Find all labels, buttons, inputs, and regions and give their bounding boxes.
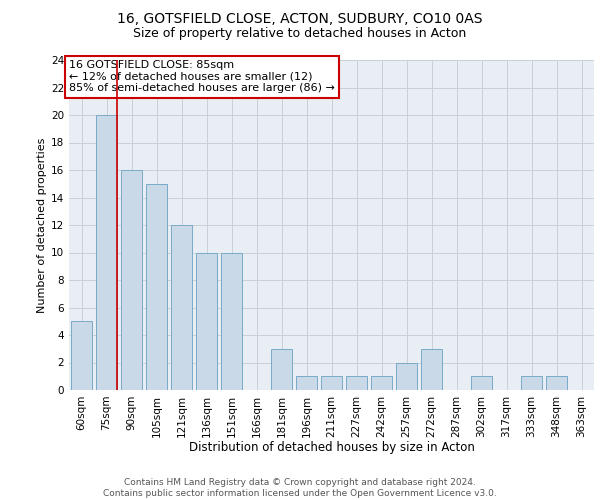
Y-axis label: Number of detached properties: Number of detached properties [37,138,47,312]
Bar [296,376,317,390]
Text: 16 GOTSFIELD CLOSE: 85sqm
← 12% of detached houses are smaller (12)
85% of semi-: 16 GOTSFIELD CLOSE: 85sqm ← 12% of detac… [69,60,335,93]
Bar [546,376,567,390]
Bar [471,376,492,390]
Text: Contains HM Land Registry data © Crown copyright and database right 2024.
Contai: Contains HM Land Registry data © Crown c… [103,478,497,498]
Bar [321,376,342,390]
Bar [421,349,442,390]
Bar [371,376,392,390]
Bar [96,115,117,390]
Bar [271,349,292,390]
Bar [346,376,367,390]
Text: 16, GOTSFIELD CLOSE, ACTON, SUDBURY, CO10 0AS: 16, GOTSFIELD CLOSE, ACTON, SUDBURY, CO1… [117,12,483,26]
Bar [146,184,167,390]
Bar [396,362,417,390]
Text: Size of property relative to detached houses in Acton: Size of property relative to detached ho… [133,28,467,40]
X-axis label: Distribution of detached houses by size in Acton: Distribution of detached houses by size … [188,441,475,454]
Bar [521,376,542,390]
Bar [71,322,92,390]
Bar [121,170,142,390]
Bar [171,225,192,390]
Bar [196,252,217,390]
Bar [221,252,242,390]
